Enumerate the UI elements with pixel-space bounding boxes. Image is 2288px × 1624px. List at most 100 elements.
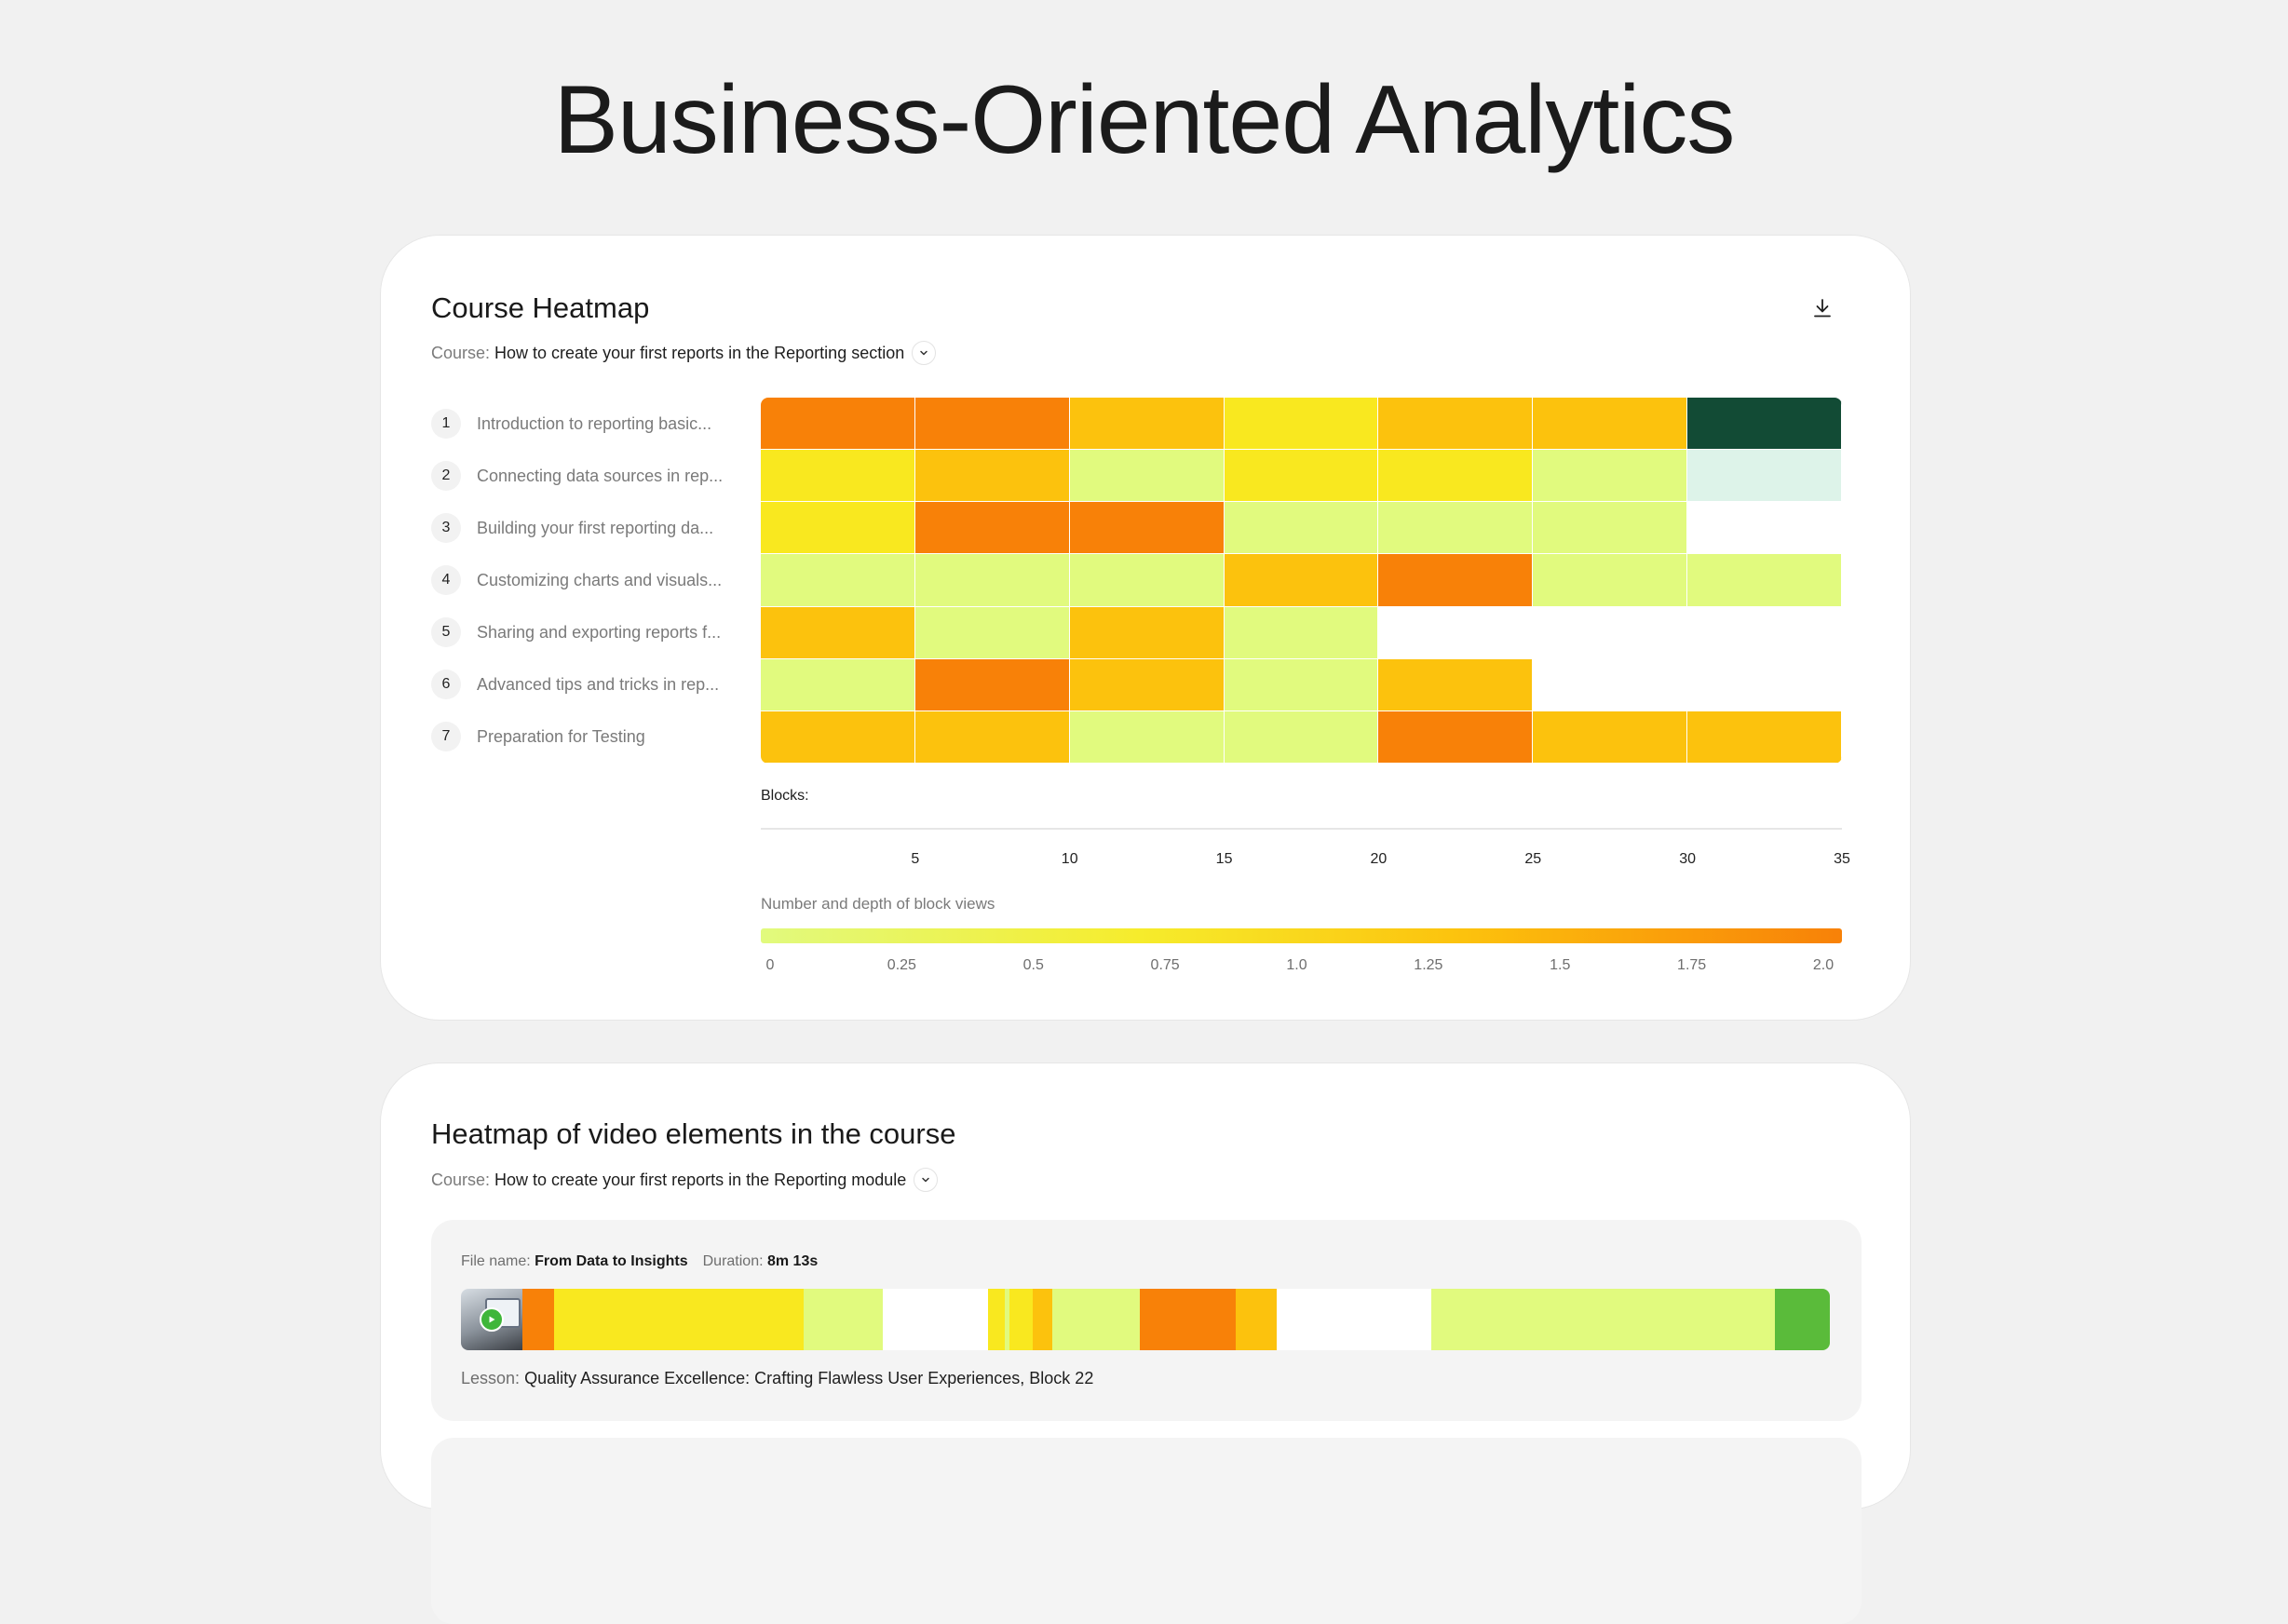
timeline-segment[interactable] <box>553 1289 804 1350</box>
heatmap-cell[interactable] <box>761 502 915 555</box>
heatmap-cell[interactable] <box>1069 502 1225 555</box>
course-selector[interactable]: Course: How to create your first reports… <box>431 1168 939 1192</box>
heatmap-cell[interactable] <box>914 450 1070 503</box>
timeline-segment[interactable] <box>1052 1289 1141 1350</box>
timeline-segment[interactable] <box>522 1289 555 1350</box>
lesson-row[interactable]: 3 Building your first reporting da... <box>431 511 738 545</box>
heatmap-cell[interactable] <box>1224 658 1379 711</box>
course-selector[interactable]: Course: How to create your first reports… <box>431 341 937 365</box>
lesson-row[interactable]: 1 Introduction to reporting basic... <box>431 407 738 440</box>
timeline-segment[interactable] <box>1033 1289 1053 1350</box>
heatmap-cell[interactable] <box>1378 554 1534 607</box>
heatmap-cell[interactable] <box>1378 658 1534 711</box>
legend-tick-label: 1.75 <box>1677 957 1707 973</box>
timeline-segment[interactable] <box>1431 1289 1776 1350</box>
heatmap-cell[interactable] <box>1069 450 1225 503</box>
heatmap-cell[interactable] <box>914 502 1070 555</box>
video-thumbnail[interactable] <box>461 1289 522 1350</box>
video-timeline-heatmap[interactable] <box>461 1289 1830 1350</box>
heatmap-cell[interactable] <box>1687 450 1842 503</box>
lesson-label: Introduction to reporting basic... <box>477 413 712 433</box>
video-item <box>431 1438 1862 1624</box>
heatmap-cell[interactable] <box>1533 398 1688 451</box>
legend-tick-label: 1.5 <box>1550 957 1571 973</box>
heatmap-cell[interactable] <box>1687 710 1842 764</box>
heatmap-cell[interactable] <box>914 398 1070 451</box>
heatmap-cell[interactable] <box>1378 710 1534 764</box>
legend-tick-label: 1.25 <box>1414 957 1443 973</box>
lesson-row[interactable]: 6 Advanced tips and tricks in rep... <box>431 668 738 701</box>
heatmap-cell[interactable] <box>914 658 1070 711</box>
heatmap-cell[interactable] <box>1069 398 1225 451</box>
heatmap-cell[interactable] <box>1378 502 1534 555</box>
heatmap-cell[interactable] <box>761 554 915 607</box>
play-icon[interactable] <box>480 1307 504 1332</box>
lesson-number: 4 <box>431 565 461 595</box>
heatmap-cell[interactable] <box>914 710 1070 764</box>
lesson-row[interactable]: 2 Connecting data sources in rep... <box>431 459 738 493</box>
heatmap-cell[interactable] <box>914 554 1070 607</box>
x-tick-label: 30 <box>1679 851 1697 867</box>
heatmap-cell[interactable] <box>1378 450 1534 503</box>
heatmap-cell[interactable] <box>1224 398 1379 451</box>
course-value: How to create your first reports in the … <box>494 1170 907 1189</box>
lesson-number: 3 <box>431 513 461 543</box>
heatmap-cell[interactable] <box>1224 502 1379 555</box>
heatmap-cell[interactable] <box>1378 398 1534 451</box>
page-title: Business-Oriented Analytics <box>553 66 1736 174</box>
heatmap-cell[interactable] <box>761 606 915 659</box>
lesson-number: 6 <box>431 670 461 699</box>
timeline-segment[interactable] <box>1009 1289 1034 1350</box>
heatmap-cell[interactable] <box>1533 554 1688 607</box>
x-tick-label: 35 <box>1834 851 1850 867</box>
heatmap-cell[interactable] <box>1069 554 1225 607</box>
timeline-segment[interactable] <box>1140 1289 1237 1350</box>
legend-tick-label: 0.5 <box>1022 957 1044 973</box>
heatmap-cell <box>1533 606 1688 659</box>
download-button[interactable] <box>1806 291 1839 325</box>
lesson-row[interactable]: 5 Sharing and exporting reports f... <box>431 616 738 649</box>
heatmap-cell[interactable] <box>1069 658 1225 711</box>
timeline-segment[interactable] <box>1277 1289 1432 1350</box>
heatmap-cell[interactable] <box>761 710 915 764</box>
timeline-segment[interactable] <box>1775 1289 1830 1350</box>
timeline-segment[interactable] <box>882 1289 989 1350</box>
video-file-info: File name: From Data to Insights Duration… <box>461 1253 818 1270</box>
heatmap-cell[interactable] <box>1224 554 1379 607</box>
heatmap-cell <box>1533 658 1688 711</box>
x-tick-label: 15 <box>1215 851 1233 867</box>
heatmap-cell[interactable] <box>1533 450 1688 503</box>
lesson-row[interactable]: 4 Customizing charts and visuals... <box>431 563 738 597</box>
heatmap-cell <box>1687 658 1842 711</box>
heatmap-cell[interactable] <box>1687 398 1842 451</box>
heatmap-cell[interactable] <box>914 606 1070 659</box>
video-lesson-info: Lesson: Quality Assurance Excellence: Cr… <box>461 1369 1093 1388</box>
lesson-label: Building your first reporting da... <box>477 518 714 537</box>
heatmap-cell[interactable] <box>1533 502 1688 555</box>
heatmap-cell[interactable] <box>761 658 915 711</box>
heatmap-cell[interactable] <box>1687 554 1842 607</box>
timeline-segment[interactable] <box>1236 1289 1278 1350</box>
lesson-row[interactable]: 7 Preparation for Testing <box>431 720 738 753</box>
heatmap-cell[interactable] <box>761 450 915 503</box>
lesson-label: Sharing and exporting reports f... <box>477 622 722 642</box>
x-axis-label: Blocks: <box>761 788 809 804</box>
heatmap-cell[interactable] <box>1224 450 1379 503</box>
card-title: Course Heatmap <box>431 291 650 324</box>
heatmap-cell[interactable] <box>1069 710 1225 764</box>
heatmap-cell[interactable] <box>1224 710 1379 764</box>
timeline-segment[interactable] <box>803 1289 884 1350</box>
file-name-label: File name: <box>461 1253 531 1269</box>
timeline-segment[interactable] <box>1004 1289 1010 1350</box>
heatmap-cell[interactable] <box>1533 710 1688 764</box>
course-dropdown-toggle[interactable] <box>912 341 937 365</box>
heatmap-cell[interactable] <box>1224 606 1379 659</box>
lesson-number: 2 <box>431 461 461 491</box>
lesson-label: Connecting data sources in rep... <box>477 466 724 485</box>
heatmap-cell[interactable] <box>1069 606 1225 659</box>
x-tick-label: 10 <box>1061 851 1078 867</box>
heatmap-cell[interactable] <box>761 398 915 451</box>
timeline-segment[interactable] <box>987 1289 1006 1350</box>
legend-tick-label: 0.75 <box>1150 957 1180 973</box>
course-dropdown-toggle[interactable] <box>914 1168 939 1192</box>
